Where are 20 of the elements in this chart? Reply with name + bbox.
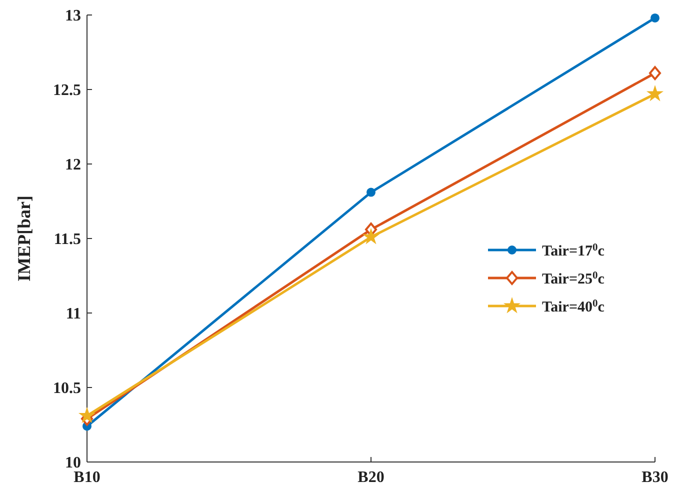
legend-label: Tair=25$^{0}$c: [542, 270, 605, 288]
point: [362, 228, 380, 244]
y-tick-label: 13: [65, 8, 81, 25]
x-tick-label: B30: [642, 469, 668, 486]
x-tick-label: B20: [358, 469, 384, 486]
point: [78, 406, 96, 424]
legend-label: Tair=17$^{0}$c: [542, 242, 605, 260]
point: [649, 66, 661, 80]
y-axis-title: IMEP[bar]: [14, 196, 34, 282]
y-tick-label: 11: [66, 306, 81, 323]
point: [650, 13, 660, 22]
legend-label: Tair=40$^{0}$c: [542, 298, 605, 316]
y-tick-label: 12.5: [53, 82, 81, 100]
y-tick-label: 11.5: [54, 231, 81, 248]
point: [646, 85, 664, 102]
y-tick-label: 12: [65, 156, 81, 174]
y-tick-label: 10: [65, 454, 81, 472]
y-tick-label: 10.5: [53, 380, 81, 398]
point: [366, 188, 376, 197]
x-tick-label: B10: [74, 469, 100, 486]
